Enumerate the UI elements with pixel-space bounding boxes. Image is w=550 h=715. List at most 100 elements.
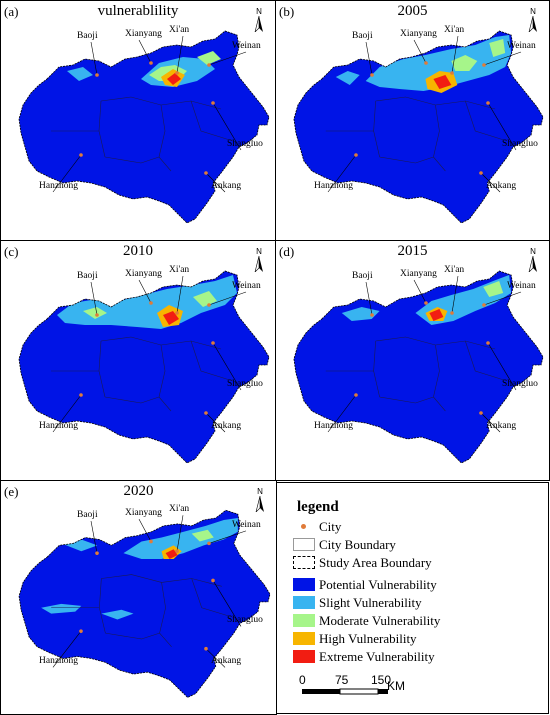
city-dot <box>450 71 454 75</box>
city-markers <box>327 35 522 193</box>
city-boundary-line <box>101 574 222 587</box>
city-leader-line <box>212 102 242 151</box>
city-dot <box>424 301 428 305</box>
city-label: Xi'an <box>169 25 190 35</box>
city-dot <box>204 171 208 175</box>
city-dot <box>450 311 454 315</box>
study-area-map <box>293 270 544 464</box>
panel-title: 2010 <box>123 243 153 259</box>
city-boundary-swatch <box>293 538 315 551</box>
city-dot <box>95 313 99 317</box>
study-area-boundary <box>293 30 544 224</box>
city-label: Baoji <box>352 31 373 41</box>
city-leader-line <box>208 291 247 306</box>
city-dot <box>211 578 215 583</box>
city-leader-line <box>212 580 242 627</box>
city-boundary-line <box>104 156 160 164</box>
map-panel-d: (d) 2015 N Baoji Xianyang Xi'an Weinan Shanglu… <box>275 240 550 481</box>
vulnerability-area <box>101 609 134 620</box>
city-dot <box>95 73 99 77</box>
city-leader-line <box>176 275 184 314</box>
vulnerability-area <box>197 51 221 65</box>
city-dot <box>95 551 99 555</box>
vulnerability-area <box>451 55 478 71</box>
legend-title: legend <box>297 499 339 515</box>
city-label: Shangluo <box>227 615 263 626</box>
city-leader-line <box>138 279 152 304</box>
city-label: Xi'an <box>444 25 465 35</box>
scale-tick-0: 0 <box>299 673 306 687</box>
legend-item-label: Moderate Vulnerability <box>319 612 441 628</box>
city-dot <box>175 549 179 554</box>
legend-item-label: Potential Vulnerability <box>319 576 437 592</box>
city-boundary-line <box>433 104 446 172</box>
legend-item: City <box>293 519 341 534</box>
legend-item-label: Slight Vulnerability <box>319 594 422 610</box>
city-label: Ankang <box>211 421 242 431</box>
panel-title: vulnerablility <box>97 3 179 19</box>
city-leader-line <box>451 35 459 74</box>
north-label: N <box>256 7 262 16</box>
city-label: Ankang <box>486 181 517 191</box>
city-boundary-line <box>190 100 234 142</box>
city-leader-line <box>208 51 247 66</box>
legend-item: City Boundary <box>293 537 396 552</box>
city-label: Hanzhong <box>39 421 79 431</box>
north-arrow-icon: N <box>251 247 267 277</box>
north-arrow-icon: N <box>252 487 268 517</box>
city-boundary-line <box>104 396 160 404</box>
color-swatch <box>293 632 315 645</box>
legend-item-label: High Vulnerability <box>319 630 417 646</box>
vulnerability-area <box>193 291 217 307</box>
city-dot <box>204 411 208 415</box>
city-label: Weinan <box>507 281 536 291</box>
legend-item: Potential Vulnerability <box>293 577 437 592</box>
city-dot <box>354 153 358 157</box>
legend-item: Moderate Vulnerability <box>293 613 440 628</box>
legend-item-label: City Boundary <box>319 536 396 552</box>
city-boundary-line <box>158 104 172 172</box>
study-area-map <box>18 270 270 464</box>
city-label: Shangluo <box>227 379 263 389</box>
city-leader-line <box>365 281 373 316</box>
north-label: N <box>257 487 263 496</box>
city-label: Xianyang <box>125 29 162 39</box>
city-dot <box>207 541 211 546</box>
vulnerability-area <box>335 71 360 85</box>
city-dot <box>207 303 211 307</box>
vulnerability-area <box>489 39 506 57</box>
city-label: Baoji <box>352 271 373 281</box>
city-leader-line <box>480 172 501 193</box>
panel-label: (d) <box>279 244 295 259</box>
city-leader-line <box>205 412 226 433</box>
city-label: Xi'an <box>169 265 190 275</box>
north-label: N <box>256 247 262 256</box>
city-label: Weinan <box>507 41 536 51</box>
vulnerability-area <box>83 307 107 319</box>
scale-tick-75: 75 <box>335 673 349 687</box>
city-leader-line <box>205 648 226 668</box>
city-label: Shangluo <box>502 139 538 149</box>
city-dot <box>207 63 211 67</box>
north-arrow-icon: N <box>525 7 541 37</box>
color-swatch <box>293 596 315 609</box>
city-label: Xianyang <box>400 29 437 39</box>
city-leader-line <box>176 35 184 74</box>
city-boundary-line <box>379 396 434 404</box>
city-markers <box>327 275 522 433</box>
city-leader-line <box>483 51 522 66</box>
panel-title: 2020 <box>123 483 154 499</box>
legend-item: Slight Vulnerability <box>293 595 422 610</box>
city-label: Hanzhong <box>314 421 354 431</box>
city-label: Baoji <box>77 271 98 281</box>
city-leader-line <box>483 291 522 306</box>
scale-tick-150: 150 <box>371 673 392 687</box>
city-dot <box>370 313 374 317</box>
city-label: Xi'an <box>444 265 465 275</box>
city-dot <box>479 411 483 415</box>
city-leader-line <box>90 41 98 76</box>
panel-title: 2015 <box>397 243 428 259</box>
city-label: Baoji <box>77 510 98 521</box>
city-leader-line <box>176 515 184 552</box>
city-boundary-line <box>379 156 434 164</box>
